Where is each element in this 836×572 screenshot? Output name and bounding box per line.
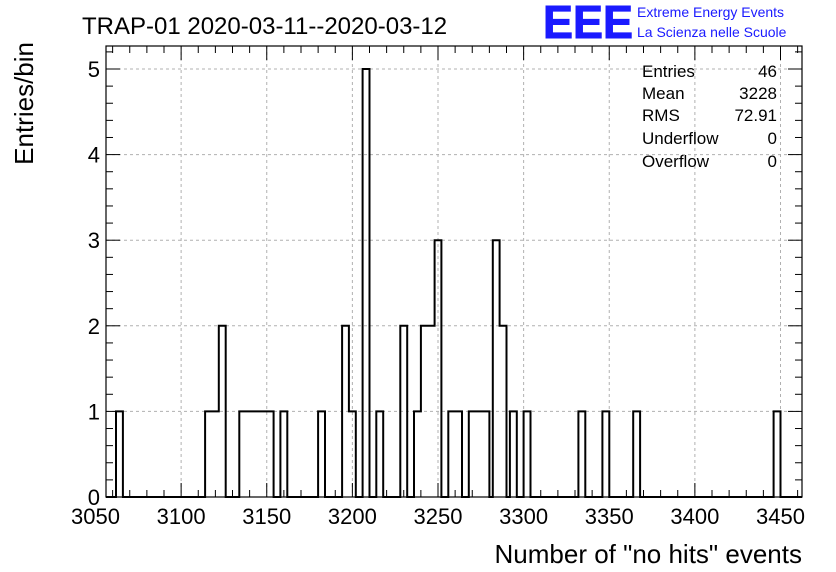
- x-tick-label: 3150: [242, 504, 291, 529]
- histogram-bin: [476, 411, 483, 497]
- histogram-bin: [267, 411, 274, 497]
- y-tick-label: 2: [88, 314, 100, 339]
- x-tick-labels: 3050 3100 3150 3200 3250 3300 3350 3400 3450: [71, 504, 805, 529]
- x-tick-label: 3250: [414, 504, 463, 529]
- histogram-bin: [260, 411, 267, 497]
- histogram-bin: [116, 411, 123, 497]
- x-tick-label: 3100: [157, 504, 206, 529]
- histogram-bin: [510, 411, 517, 497]
- logo-text-line2: La Scienza nelle Scuole: [637, 24, 787, 40]
- stats-entries-label: Entries: [642, 62, 695, 81]
- stats-overflow-value: 0: [768, 152, 777, 171]
- eee-logo: EEE: [543, 0, 634, 44]
- histogram-bin: [633, 411, 640, 497]
- eee-logo-mark: EEE: [543, 0, 633, 44]
- y-tick-label: 4: [88, 143, 100, 168]
- stats-mean-label: Mean: [642, 84, 685, 103]
- histogram-bin: [212, 411, 219, 497]
- histogram-bin: [253, 411, 260, 497]
- y-tick-label: 0: [88, 485, 100, 510]
- x-tick-label: 3450: [756, 504, 805, 529]
- stats-overflow-label: Overflow: [642, 152, 710, 171]
- histogram-bin: [774, 411, 781, 497]
- histogram-bin: [524, 411, 531, 497]
- y-tick-labels: 0 1 2 3 4 5: [88, 57, 100, 510]
- histogram-bin: [469, 411, 476, 497]
- stats-entries-value: 46: [758, 62, 777, 81]
- x-tick-label: 3350: [585, 504, 634, 529]
- x-tick-label: 3300: [499, 504, 548, 529]
- histogram-bin: [318, 411, 325, 497]
- axis-ticks: [106, 46, 802, 497]
- stats-mean-value: 3228: [739, 84, 777, 103]
- histogram-bin: [205, 411, 212, 497]
- histogram-bin: [448, 411, 455, 497]
- y-tick-label: 5: [88, 57, 100, 82]
- y-axis-label: Entries/bin: [9, 42, 39, 165]
- plot-frame: [105, 45, 803, 498]
- x-tick-label: 3050: [71, 504, 120, 529]
- histogram-bin: [239, 411, 246, 497]
- histogram-bin: [414, 411, 421, 497]
- histogram-bin: [376, 411, 383, 497]
- x-axis-label: Number of "no hits" events: [495, 539, 803, 569]
- stats-rms-value: 72.91: [734, 106, 777, 125]
- histogram-bin: [246, 411, 253, 497]
- stats-underflow-label: Underflow: [642, 129, 719, 148]
- stats-underflow-value: 0: [768, 129, 777, 148]
- histogram-bin: [435, 240, 442, 497]
- histogram-bin: [363, 69, 370, 497]
- histogram-bin: [602, 411, 609, 497]
- x-tick-label: 3400: [670, 504, 719, 529]
- histogram-bin: [578, 411, 585, 497]
- histogram-bin: [280, 411, 287, 497]
- y-tick-label: 3: [88, 228, 100, 253]
- histogram-bin: [455, 411, 462, 497]
- histogram-line: [106, 68, 802, 498]
- chart-title: TRAP-01 2020-03-11--2020-03-12: [82, 13, 447, 40]
- stats-rms-label: RMS: [642, 106, 680, 125]
- x-tick-label: 3200: [328, 504, 377, 529]
- logo-text-line1: Extreme Energy Events: [637, 4, 785, 20]
- grid-lines: [106, 46, 802, 497]
- stats-box: Entries 46 Mean 3228 RMS 72.91 Underflow…: [642, 62, 777, 171]
- histogram-bin: [483, 411, 490, 497]
- y-tick-label: 1: [88, 399, 100, 424]
